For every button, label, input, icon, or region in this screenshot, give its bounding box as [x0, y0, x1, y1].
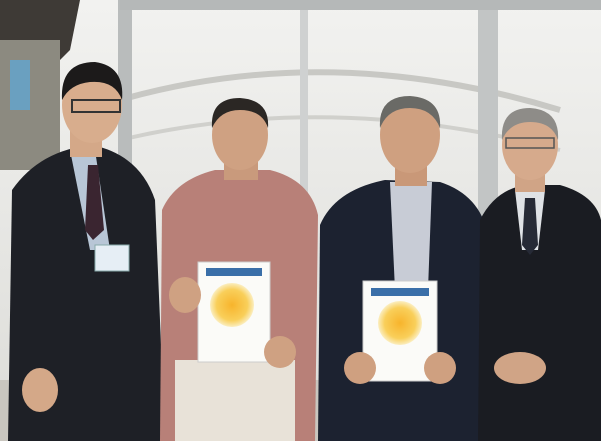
person — [318, 96, 490, 441]
bottle — [10, 60, 30, 110]
window-frame — [120, 0, 601, 10]
person — [160, 98, 318, 441]
person — [8, 62, 165, 441]
window-frame — [300, 0, 308, 260]
person — [478, 108, 601, 441]
